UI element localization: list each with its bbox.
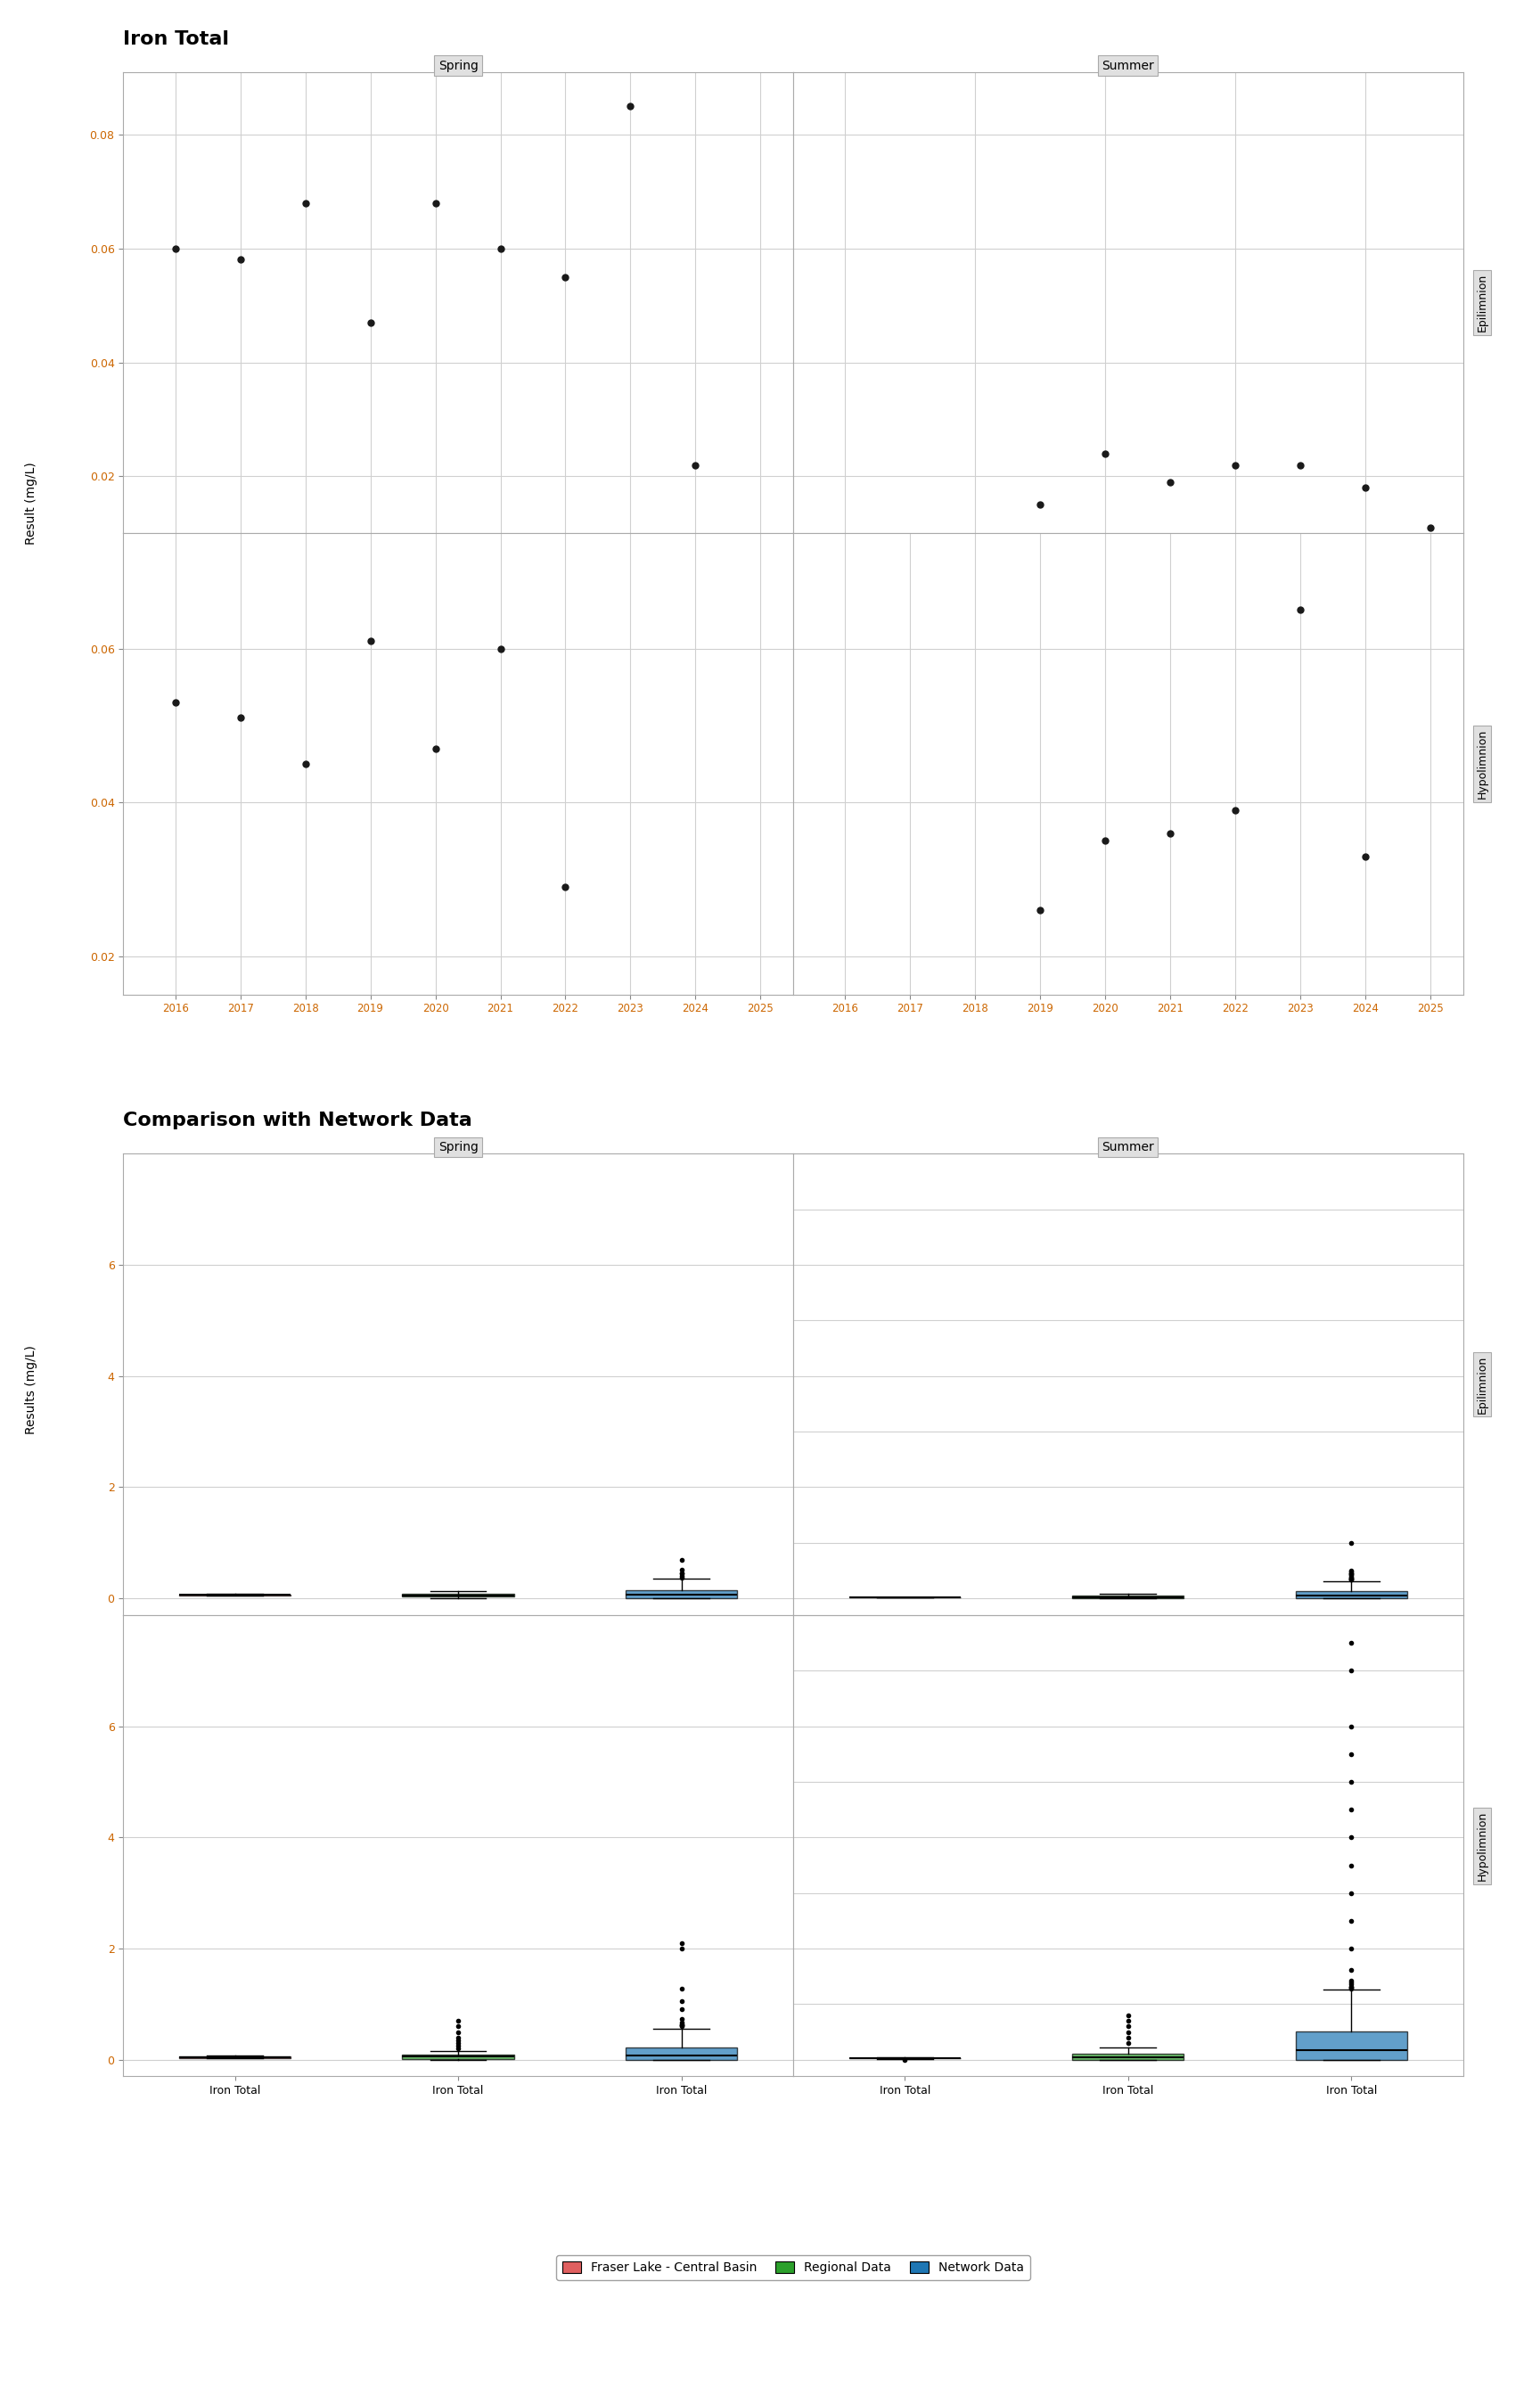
PathPatch shape: [1072, 1596, 1184, 1598]
PathPatch shape: [625, 2046, 738, 2061]
Title: Summer: Summer: [1103, 60, 1153, 72]
Point: [1093, 822, 1118, 860]
Point: [293, 745, 317, 783]
Text: Results (mg/L): Results (mg/L): [25, 1344, 37, 1435]
PathPatch shape: [1295, 1591, 1408, 1598]
PathPatch shape: [1295, 2032, 1408, 2061]
Point: [1093, 434, 1118, 472]
Legend: Fraser Lake - Central Basin, Regional Data, Network Data: Fraser Lake - Central Basin, Regional Da…: [556, 2255, 1030, 2281]
Point: [293, 184, 317, 223]
Point: [1354, 470, 1378, 508]
Title: Spring: Spring: [439, 1140, 477, 1155]
Text: Comparison with Network Data: Comparison with Network Data: [123, 1112, 473, 1131]
Point: [684, 446, 708, 484]
PathPatch shape: [402, 1593, 514, 1596]
Point: [1223, 791, 1247, 829]
Point: [553, 259, 578, 297]
Text: Hypolimnion: Hypolimnion: [1477, 728, 1488, 798]
Point: [357, 304, 382, 343]
Title: Summer: Summer: [1103, 1140, 1153, 1155]
Point: [424, 184, 448, 223]
Text: Result (mg/L): Result (mg/L): [25, 462, 37, 544]
Point: [1027, 891, 1052, 930]
Title: Spring: Spring: [439, 60, 477, 72]
Point: [1287, 446, 1312, 484]
Point: [488, 230, 513, 268]
Point: [1158, 462, 1183, 501]
Text: Epilimnion: Epilimnion: [1477, 1356, 1488, 1414]
Point: [357, 621, 382, 659]
Point: [1287, 592, 1312, 630]
Point: [163, 230, 188, 268]
Text: Epilimnion: Epilimnion: [1477, 273, 1488, 331]
Point: [424, 728, 448, 767]
PathPatch shape: [402, 2056, 514, 2058]
Text: Iron Total: Iron Total: [123, 31, 229, 48]
Point: [228, 700, 253, 738]
PathPatch shape: [1072, 2053, 1184, 2061]
Point: [553, 867, 578, 906]
Point: [1354, 836, 1378, 875]
Point: [618, 86, 642, 125]
Point: [1027, 486, 1052, 525]
Point: [488, 630, 513, 668]
Point: [1418, 508, 1443, 546]
Text: Hypolimnion: Hypolimnion: [1477, 1811, 1488, 1881]
Point: [1158, 815, 1183, 853]
Point: [228, 240, 253, 278]
Point: [163, 683, 188, 721]
PathPatch shape: [625, 1591, 738, 1598]
Point: [1223, 446, 1247, 484]
